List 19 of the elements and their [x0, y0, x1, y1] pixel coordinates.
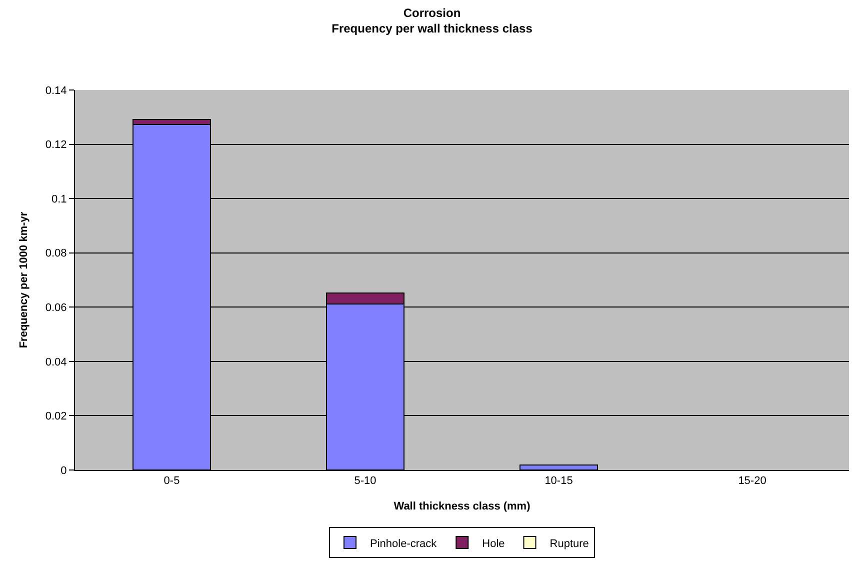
y-tick-label: 0.06	[45, 302, 67, 314]
legend-label: Hole	[482, 538, 505, 550]
legend-label: Rupture	[550, 538, 589, 550]
y-tick-label: 0.08	[45, 248, 67, 260]
y-tick-label: 0.1	[52, 193, 67, 206]
x-tick-label: 15-20	[738, 475, 766, 488]
y-axis-title: Frequency per 1000 km-yr	[18, 211, 30, 348]
legend-label: Pinhole-crack	[370, 538, 438, 550]
chart-subtitle: Frequency per wall thickness class	[332, 22, 533, 36]
y-tick-label: 0.14	[45, 84, 67, 97]
x-tick-label: 0-5	[164, 475, 180, 488]
y-tick-label: 0	[60, 464, 67, 477]
x-axis-title: Wall thickness class (mm)	[394, 500, 531, 512]
chart-title: Corrosion	[403, 6, 461, 20]
x-tick-label: 5-10	[354, 475, 376, 488]
y-tick-label: 0.12	[45, 139, 67, 152]
x-tick-label: 10-15	[544, 475, 573, 488]
y-tick-label: 0.04	[45, 356, 67, 368]
y-tick-label: 0.02	[45, 410, 67, 423]
